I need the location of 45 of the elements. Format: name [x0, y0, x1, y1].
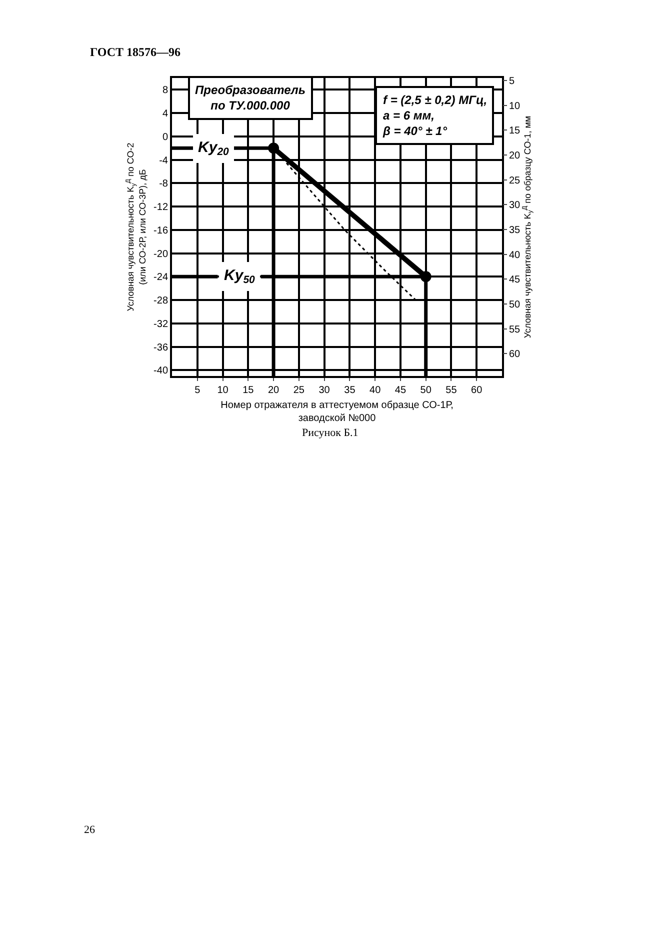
y-tick-label: -8 — [159, 178, 168, 190]
x-tick-label: 20 — [268, 385, 280, 396]
x-tick-label: 30 — [318, 385, 330, 396]
y-tick-label: 8 — [162, 85, 168, 96]
annotation: Ky$_{50}$ — [224, 267, 256, 286]
chart-title: ГОСТ 18576—96 — [90, 45, 180, 59]
text: Рисунок Б.1 — [302, 427, 358, 439]
y2-tick-label: 25 — [509, 175, 521, 186]
y-tick-label: -20 — [154, 248, 168, 260]
text: 26 — [84, 824, 96, 836]
y2-tick-label: 50 — [509, 299, 521, 310]
x-tick-label: 35 — [344, 385, 356, 396]
x-tick-label: 55 — [446, 385, 458, 396]
x-tick-label: 45 — [394, 385, 406, 396]
annotation: Преобразователь по ТУ.000.000 — [195, 83, 306, 113]
x-tick-label: 5 — [194, 385, 201, 396]
y2-tick-label: 60 — [509, 349, 521, 360]
y-tick-label: 4 — [162, 108, 168, 120]
y-tick-label: -32 — [154, 318, 168, 330]
y-tick-label: -36 — [154, 342, 168, 354]
y2-tick-label: 15 — [509, 126, 521, 137]
x-tick-label: 40 — [370, 385, 382, 396]
y2-tick-label: 55 — [509, 324, 521, 336]
annotation: f = (2,5 ± 0,2) МГц, a = 6 мм, β = 40° ± 1° — [382, 93, 488, 138]
y2-tick-label: 5 — [509, 76, 515, 87]
y-tick-label: 0 — [162, 132, 168, 143]
x-tick-label: 10 — [217, 385, 229, 396]
y-tick-label: -28 — [154, 296, 168, 307]
y2-tick-label: 30 — [509, 200, 521, 212]
y2-tick-label: 40 — [509, 250, 521, 261]
y2-tick-label: 20 — [509, 150, 521, 162]
x-tick-label: 50 — [420, 385, 432, 396]
y-tick-label: -24 — [154, 272, 168, 284]
x-tick-label: 60 — [471, 385, 483, 396]
y-tick-label: -12 — [154, 202, 168, 214]
annotation: Ky$_{20}$ — [198, 139, 230, 158]
y-tick-label: -40 — [154, 366, 168, 377]
y2-tick-label: 35 — [509, 224, 521, 236]
y-tick-label: -4 — [159, 155, 168, 166]
x-tick-label: 25 — [293, 385, 305, 396]
y-tick-label: -16 — [154, 225, 168, 236]
y2-tick-label: 10 — [509, 100, 521, 112]
y2-tick-label: 45 — [509, 274, 521, 286]
x-axis-title: Номер отражателя в аттестуемом образце СО-1Р, заводской №000 — [220, 400, 454, 424]
x-tick-label: 15 — [242, 385, 254, 396]
